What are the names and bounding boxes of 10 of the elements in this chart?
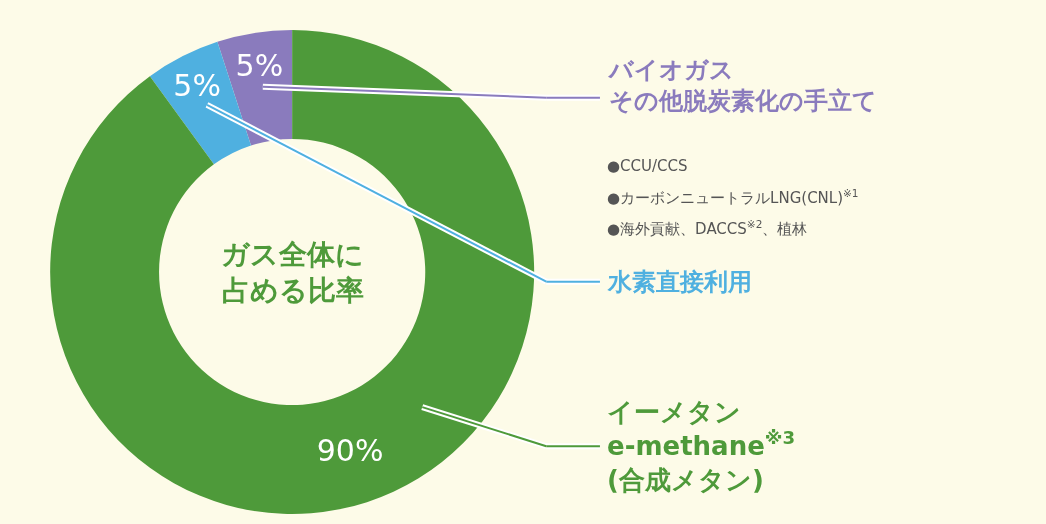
data-label: 5% — [235, 47, 284, 83]
legend-label: バイオガスその他脱炭素化の手立て — [607, 56, 877, 116]
text: ●CCU/CCS — [607, 157, 688, 175]
legend-label: 水素直接利用 — [607, 268, 752, 296]
text: ガス全体に占める比率 — [221, 238, 364, 308]
text: ●海外貢献、DACCS$^{※2}$、植林 — [607, 218, 808, 239]
text: ●カーボンニュートラルLNG(CNL)$^{※1}$ — [607, 187, 859, 208]
legend-label: イーメタン e-methane$^{※3}$ (合成メタン) — [607, 397, 796, 495]
data-label: 5% — [173, 68, 221, 104]
data-label: 90% — [316, 432, 384, 468]
